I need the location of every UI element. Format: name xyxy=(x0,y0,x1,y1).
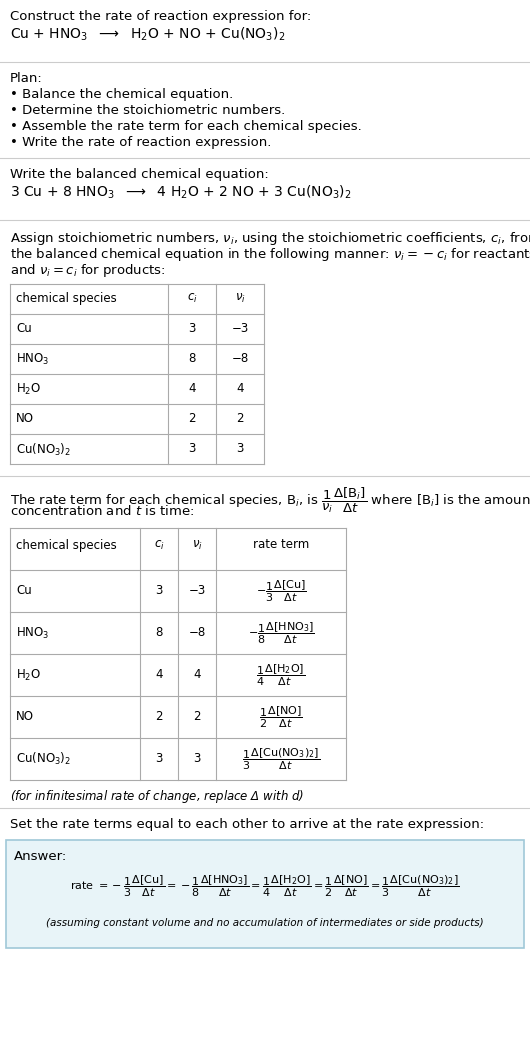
Text: 2: 2 xyxy=(193,711,201,723)
Text: Cu: Cu xyxy=(16,322,32,334)
Text: Set the rate terms equal to each other to arrive at the rate expression:: Set the rate terms equal to each other t… xyxy=(10,818,484,832)
Text: and $\nu_i = c_i$ for products:: and $\nu_i = c_i$ for products: xyxy=(10,262,165,279)
Text: NO: NO xyxy=(16,412,34,425)
Text: HNO$_3$: HNO$_3$ xyxy=(16,625,49,641)
Text: $\dfrac{1}{2}\dfrac{\Delta[\mathrm{NO}]}{\Delta t}$: $\dfrac{1}{2}\dfrac{\Delta[\mathrm{NO}]}… xyxy=(259,704,303,729)
Text: • Determine the stoichiometric numbers.: • Determine the stoichiometric numbers. xyxy=(10,104,285,117)
Text: The rate term for each chemical species, B$_i$, is $\dfrac{1}{\nu_i}\dfrac{\Delt: The rate term for each chemical species,… xyxy=(10,486,530,516)
Text: • Write the rate of reaction expression.: • Write the rate of reaction expression. xyxy=(10,137,271,149)
Text: chemical species: chemical species xyxy=(16,292,117,305)
Text: chemical species: chemical species xyxy=(16,539,117,551)
Text: 3: 3 xyxy=(193,752,201,766)
Text: 4: 4 xyxy=(193,669,201,681)
Text: 8: 8 xyxy=(155,626,163,640)
Text: Assign stoichiometric numbers, $\nu_i$, using the stoichiometric coefficients, $: Assign stoichiometric numbers, $\nu_i$, … xyxy=(10,230,530,247)
Text: 4: 4 xyxy=(155,669,163,681)
Text: $\nu_i$: $\nu_i$ xyxy=(191,539,202,551)
FancyBboxPatch shape xyxy=(6,840,524,948)
Text: $c_i$: $c_i$ xyxy=(154,539,164,551)
Text: Cu(NO$_3$)$_2$: Cu(NO$_3$)$_2$ xyxy=(16,751,71,767)
Text: rate $= -\dfrac{1}{3}\dfrac{\Delta[\mathrm{Cu}]}{\Delta t} = -\dfrac{1}{8}\dfrac: rate $= -\dfrac{1}{3}\dfrac{\Delta[\math… xyxy=(70,873,460,899)
Text: the balanced chemical equation in the following manner: $\nu_i = -c_i$ for react: the balanced chemical equation in the fo… xyxy=(10,246,530,263)
Text: $-\dfrac{1}{3}\dfrac{\Delta[\mathrm{Cu}]}{\Delta t}$: $-\dfrac{1}{3}\dfrac{\Delta[\mathrm{Cu}]… xyxy=(255,578,306,603)
Text: 3: 3 xyxy=(236,442,244,455)
Text: 8: 8 xyxy=(188,352,196,365)
Text: $\dfrac{1}{4}\dfrac{\Delta[\mathrm{H_2O}]}{\Delta t}$: $\dfrac{1}{4}\dfrac{\Delta[\mathrm{H_2O}… xyxy=(257,663,306,688)
Text: Cu + HNO$_3$  $\longrightarrow$  H$_2$O + NO + Cu(NO$_3$)$_2$: Cu + HNO$_3$ $\longrightarrow$ H$_2$O + … xyxy=(10,26,285,44)
Text: −8: −8 xyxy=(188,626,206,640)
Text: −3: −3 xyxy=(188,585,206,597)
Text: (assuming constant volume and no accumulation of intermediates or side products): (assuming constant volume and no accumul… xyxy=(46,918,484,928)
Text: −3: −3 xyxy=(232,322,249,334)
Text: Write the balanced chemical equation:: Write the balanced chemical equation: xyxy=(10,168,269,181)
Text: concentration and $t$ is time:: concentration and $t$ is time: xyxy=(10,504,194,518)
Text: Construct the rate of reaction expression for:: Construct the rate of reaction expressio… xyxy=(10,10,311,23)
Text: Cu(NO$_3$)$_2$: Cu(NO$_3$)$_2$ xyxy=(16,442,71,458)
Text: 3: 3 xyxy=(188,442,196,455)
Text: rate term: rate term xyxy=(253,539,309,551)
Text: $-\dfrac{1}{8}\dfrac{\Delta[\mathrm{HNO_3}]}{\Delta t}$: $-\dfrac{1}{8}\dfrac{\Delta[\mathrm{HNO_… xyxy=(248,620,314,646)
Text: HNO$_3$: HNO$_3$ xyxy=(16,352,49,367)
Text: $\nu_i$: $\nu_i$ xyxy=(235,292,245,305)
Text: 2: 2 xyxy=(236,412,244,425)
Text: $\dfrac{1}{3}\dfrac{\Delta[\mathrm{Cu(NO_3)_2}]}{\Delta t}$: $\dfrac{1}{3}\dfrac{\Delta[\mathrm{Cu(NO… xyxy=(242,746,320,772)
Text: Answer:: Answer: xyxy=(14,850,67,863)
Text: 2: 2 xyxy=(188,412,196,425)
Text: • Balance the chemical equation.: • Balance the chemical equation. xyxy=(10,88,233,101)
Text: H$_2$O: H$_2$O xyxy=(16,668,41,683)
Text: −8: −8 xyxy=(232,352,249,365)
Text: (for infinitesimal rate of change, replace Δ with $d$): (for infinitesimal rate of change, repla… xyxy=(10,788,304,805)
Text: Cu: Cu xyxy=(16,585,32,597)
Text: 3: 3 xyxy=(155,585,163,597)
Text: H$_2$O: H$_2$O xyxy=(16,382,41,397)
Text: 2: 2 xyxy=(155,711,163,723)
Text: 3 Cu + 8 HNO$_3$  $\longrightarrow$  4 H$_2$O + 2 NO + 3 Cu(NO$_3$)$_2$: 3 Cu + 8 HNO$_3$ $\longrightarrow$ 4 H$_… xyxy=(10,184,351,201)
Text: NO: NO xyxy=(16,711,34,723)
Text: 4: 4 xyxy=(236,382,244,395)
Text: 3: 3 xyxy=(155,752,163,766)
Text: • Assemble the rate term for each chemical species.: • Assemble the rate term for each chemic… xyxy=(10,120,362,133)
Text: Plan:: Plan: xyxy=(10,72,43,85)
Text: 3: 3 xyxy=(188,322,196,334)
Text: $c_i$: $c_i$ xyxy=(187,292,197,305)
Text: 4: 4 xyxy=(188,382,196,395)
